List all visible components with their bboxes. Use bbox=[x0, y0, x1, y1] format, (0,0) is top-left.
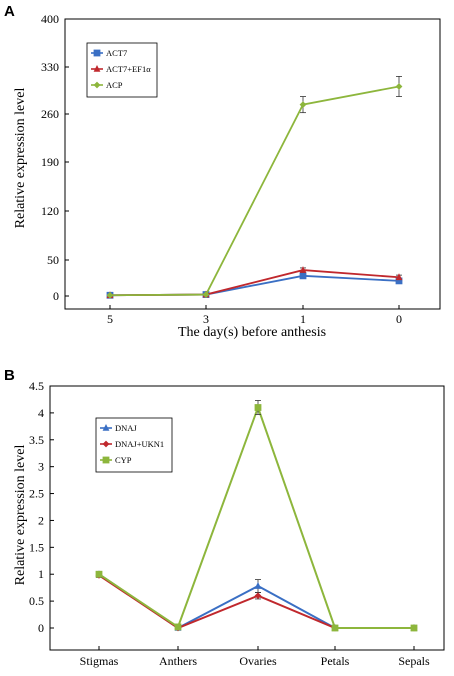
ylabel-a: Relative expression level bbox=[13, 88, 28, 229]
x-tick-label: Anthers bbox=[159, 654, 197, 668]
series-line-0 bbox=[98, 573, 414, 630]
y-tick-label: 1 bbox=[38, 567, 44, 581]
x-tick-label: Stigmas bbox=[80, 654, 119, 668]
series-line-1 bbox=[98, 574, 414, 630]
y-tick-label: 400 bbox=[41, 12, 59, 26]
legend-a: ACT7 ACT7+EF1α ACP bbox=[86, 42, 158, 98]
y-tick-label: 2 bbox=[38, 513, 44, 527]
y-tick-label: 0.5 bbox=[29, 594, 44, 608]
data-point bbox=[254, 592, 262, 600]
legend-marker bbox=[102, 440, 110, 448]
legend-marker bbox=[93, 65, 101, 72]
data-point bbox=[174, 623, 182, 631]
x-tick-label: 0 bbox=[396, 312, 402, 326]
xlabel-a: The day(s) before anthesis bbox=[178, 325, 326, 340]
y-tick-label: 0 bbox=[53, 289, 59, 303]
data-point bbox=[331, 624, 339, 632]
legend-label: ACT7 bbox=[106, 48, 127, 58]
panel-label-a: A bbox=[4, 3, 15, 20]
y-tick-label: 1.5 bbox=[29, 540, 44, 554]
x-tick-label: Sepals bbox=[398, 654, 430, 668]
y-tick-label: 0 bbox=[38, 621, 44, 635]
y-tick-label: 190 bbox=[41, 155, 59, 169]
x-tick-label: 5 bbox=[107, 312, 113, 326]
chart-panel-a: 0 50 120 190 260 330 400 5 3 1 0 ACT7 ACT7+EF1α ACP bbox=[41, 12, 441, 326]
y-tick-label: 2.5 bbox=[29, 487, 44, 501]
ylabel-b: Relative expression level bbox=[13, 445, 28, 586]
y-tick-label: 50 bbox=[47, 253, 59, 267]
y-tick-label: 260 bbox=[41, 107, 59, 121]
series-line-2 bbox=[109, 85, 400, 297]
data-point bbox=[395, 277, 403, 285]
x-tick-label: 1 bbox=[300, 312, 306, 326]
data-point bbox=[395, 83, 403, 90]
legend-label: CYP bbox=[115, 455, 132, 465]
legend-label: DNAJ+UKN1 bbox=[115, 439, 164, 449]
legend-b: DNAJ DNAJ+UKN1 CYP bbox=[95, 417, 173, 473]
plot-frame-b bbox=[49, 385, 445, 651]
y-tick-label: 4 bbox=[38, 406, 44, 420]
data-point bbox=[410, 624, 418, 632]
y-tick-label: 330 bbox=[41, 60, 59, 74]
panel-label-b: B bbox=[4, 367, 15, 384]
data-point bbox=[254, 404, 262, 411]
data-point bbox=[299, 101, 307, 108]
data-point bbox=[299, 266, 307, 273]
legend-marker bbox=[93, 49, 101, 57]
y-tick-label: 4.5 bbox=[29, 379, 44, 393]
x-tick-label: 3 bbox=[203, 312, 209, 326]
data-point bbox=[106, 291, 114, 299]
y-tick-label: 120 bbox=[41, 204, 59, 218]
legend-marker bbox=[93, 81, 101, 89]
y-tick-label: 3 bbox=[38, 460, 44, 474]
chart-panel-b: 0 0.5 1 1.5 2 2.5 3 3.5 4 4.5 Stigmas Anthers Ovarie… bbox=[29, 379, 445, 668]
series-line-1 bbox=[109, 269, 400, 297]
y-tick-label: 3.5 bbox=[29, 433, 44, 447]
series-line-0 bbox=[109, 274, 400, 297]
data-point bbox=[95, 570, 103, 578]
legend-marker bbox=[102, 456, 110, 464]
data-point bbox=[299, 272, 307, 280]
x-tick-label: Ovaries bbox=[239, 654, 277, 668]
legend-marker bbox=[102, 424, 110, 431]
data-point bbox=[202, 291, 210, 298]
legend-label: ACT7+EF1α bbox=[106, 64, 151, 74]
legend-label: DNAJ bbox=[115, 423, 137, 433]
plot-frame-a bbox=[64, 18, 441, 310]
data-point bbox=[395, 273, 403, 281]
legend-label: ACP bbox=[106, 80, 123, 90]
data-point bbox=[254, 582, 262, 589]
x-tick-label: Petals bbox=[321, 654, 350, 668]
